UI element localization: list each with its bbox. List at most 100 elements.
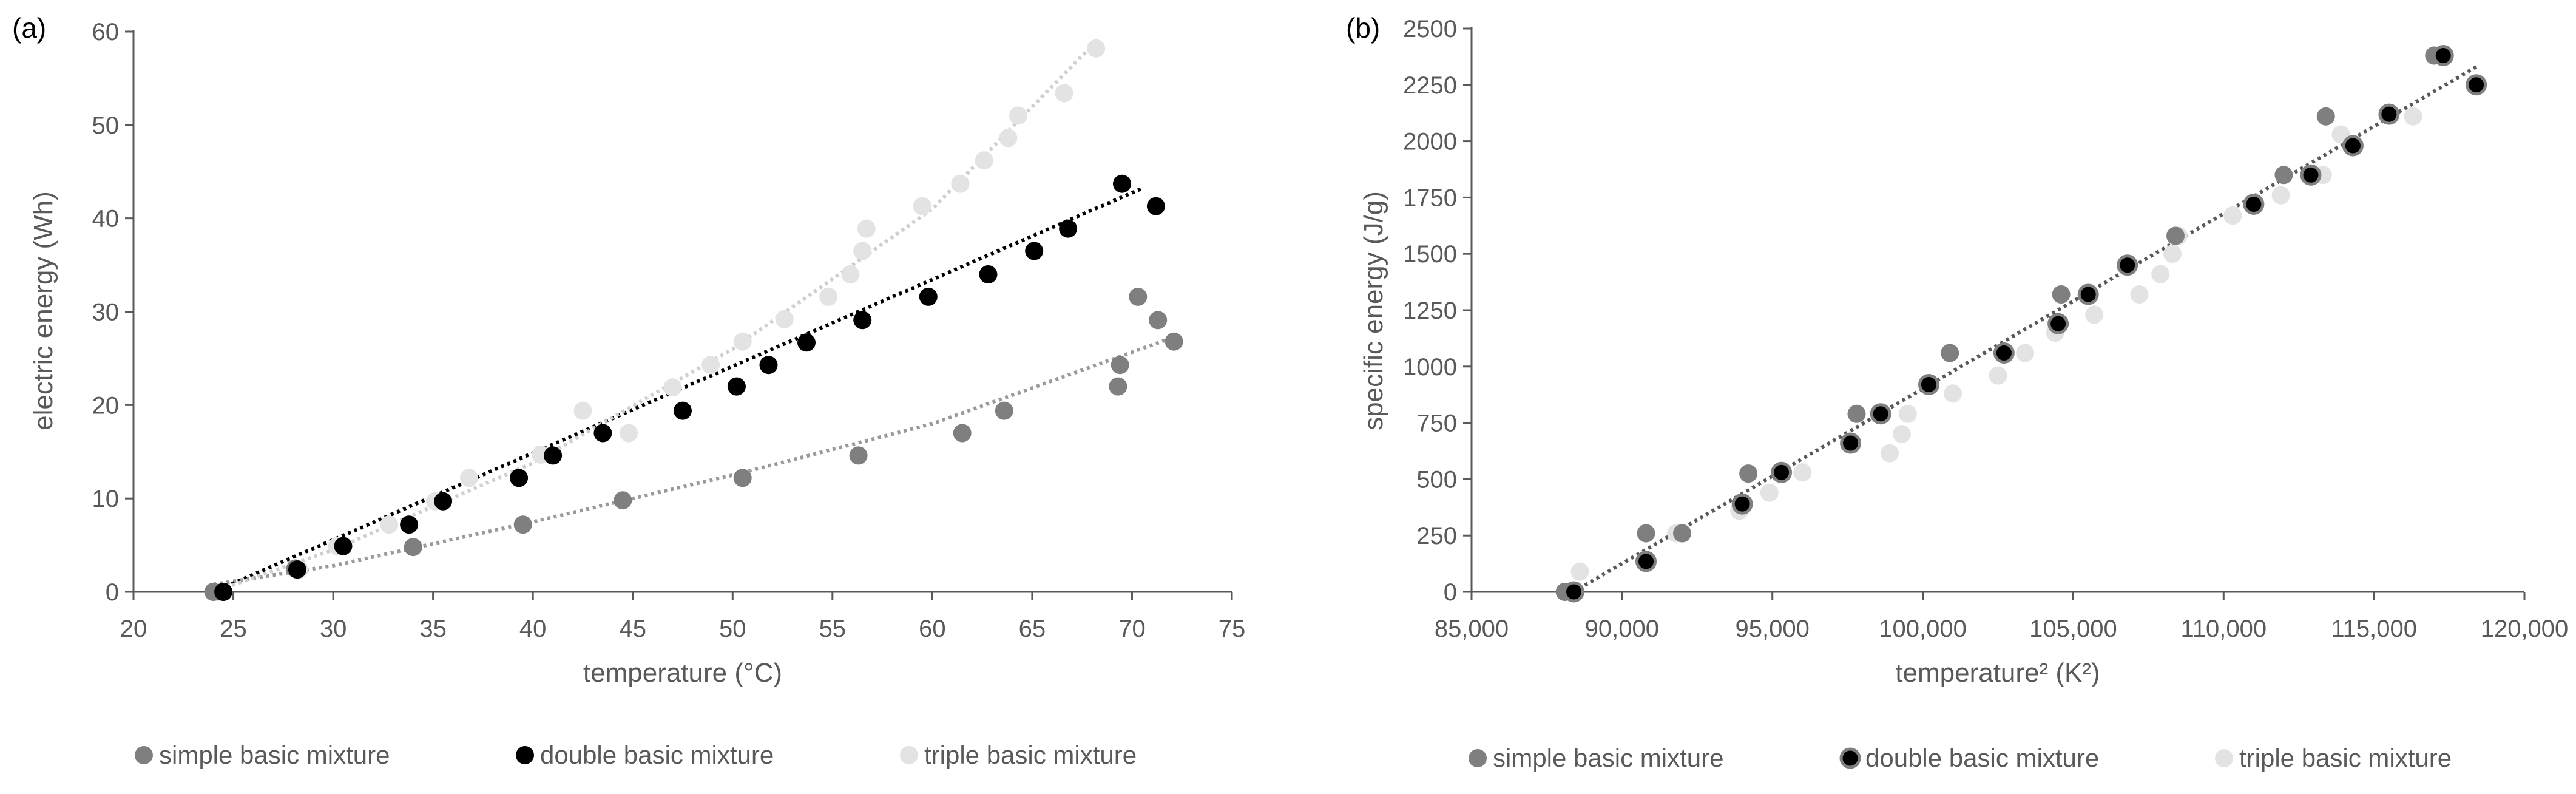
a-point-simple <box>1149 311 1168 330</box>
b-point-triple <box>2085 305 2104 324</box>
b-point-triple <box>2404 107 2422 126</box>
b-point-double <box>2342 135 2364 157</box>
a-x-tick-label: 30 <box>320 616 347 642</box>
b-point-triple <box>1570 562 1589 581</box>
b-point-double <box>2432 45 2454 66</box>
a-point-simple <box>849 446 868 465</box>
a-x-tick-label: 45 <box>619 616 646 642</box>
b-point-double <box>2077 283 2099 305</box>
b-point-triple <box>1881 444 1899 463</box>
b-point-triple <box>1892 425 1911 444</box>
a-point-double <box>544 446 563 465</box>
panel-a-y-axis-title: electric energy (Wh) <box>29 191 58 430</box>
a-point-double <box>214 583 233 601</box>
b-point-simple <box>2052 285 2071 304</box>
b-point-triple <box>1944 384 1962 403</box>
a-trendline-triple <box>212 44 1094 594</box>
b-point-triple <box>2151 265 2170 283</box>
b-x-tick-label: 105,000 <box>2029 616 2117 642</box>
b-point-double <box>1731 493 1753 515</box>
b-point-double <box>2243 194 2265 215</box>
a-point-simple <box>995 401 1013 420</box>
panel-a-x-ticks: 20 25 30 35 40 45 50 55 60 65 70 75 <box>120 592 1245 642</box>
b-point-double <box>2047 313 2069 334</box>
panel-b-label: (b) <box>1346 12 1380 44</box>
b-y-tick-label: 2500 <box>1403 16 1457 42</box>
b-y-tick-label: 250 <box>1416 523 1457 549</box>
b-point-triple <box>2016 344 2035 362</box>
a-x-tick-label: 50 <box>719 616 746 642</box>
b-x-tick-label: 95,000 <box>1736 616 1810 642</box>
a-trendline-simple <box>213 336 1173 586</box>
b-point-triple <box>1898 404 1917 423</box>
panel-b-y-axis-title: specific energy (J/g) <box>1359 191 1388 430</box>
a-point-simple <box>513 515 532 534</box>
panel-a-points <box>204 39 1183 601</box>
b-point-triple <box>1989 366 2007 385</box>
b-point-double <box>1993 342 2015 364</box>
a-point-double <box>288 560 306 579</box>
b-point-double <box>1771 461 1793 483</box>
a-point-triple <box>380 515 399 534</box>
a-y-tick-label: 60 <box>92 19 120 46</box>
b-y-tick-label: 1750 <box>1403 185 1457 211</box>
panel-a-x-axis-title: temperature (°C) <box>583 658 782 688</box>
a-point-triple <box>1009 106 1027 125</box>
a-point-double <box>979 265 998 283</box>
b-x-tick-label: 90,000 <box>1585 616 1659 642</box>
panel-a-y-ticks: 0 10 20 30 40 50 60 <box>92 19 134 606</box>
b-point-double <box>1870 403 1891 425</box>
a-y-tick-label: 40 <box>92 206 120 232</box>
panel-a-legend-marker-triple <box>900 746 918 764</box>
b-point-simple <box>1739 464 1758 483</box>
b-point-double <box>1918 374 1939 395</box>
b-point-simple <box>1673 524 1691 543</box>
b-point-triple <box>2223 206 2242 225</box>
a-point-simple <box>404 538 422 557</box>
b-y-tick-label: 1250 <box>1403 297 1457 324</box>
a-point-triple <box>975 151 993 170</box>
a-point-double <box>727 377 746 396</box>
a-x-tick-label: 40 <box>519 616 547 642</box>
a-point-triple <box>951 174 970 193</box>
a-point-double <box>1113 174 1131 193</box>
b-point-simple <box>1941 344 1959 362</box>
a-point-double <box>510 469 529 487</box>
panel-a: (a) 0 10 20 30 40 50 60 20 25 30 35 40 45 50 55 60 65 70… <box>12 12 1245 769</box>
b-x-tick-label: 100,000 <box>1879 616 1967 642</box>
b-point-double <box>1840 432 1862 454</box>
a-point-double <box>593 424 612 443</box>
a-point-double <box>919 287 938 306</box>
a-point-triple <box>775 310 794 328</box>
a-point-simple <box>1129 287 1148 306</box>
a-point-simple <box>733 469 752 487</box>
a-trendline-double <box>212 186 1143 594</box>
panel-a-legend-marker-simple <box>135 746 153 764</box>
panel-b-x-axis-title: temperature² (K²) <box>1895 658 2100 688</box>
b-y-tick-label: 0 <box>1444 579 1457 606</box>
panel-b-trendlines <box>1561 65 2478 600</box>
panel-b-x-ticks: 85,000 90,000 95,000 100,000 105,000 110,000 1… <box>1435 592 2568 642</box>
b-point-double <box>2378 103 2400 125</box>
b-point-simple <box>1637 524 1655 543</box>
b-x-tick-label: 115,000 <box>2331 616 2417 642</box>
panel-a-legend-label-simple: simple basic mixture <box>159 741 390 769</box>
a-point-simple <box>953 424 972 443</box>
a-point-double <box>797 333 816 352</box>
b-y-tick-label: 1500 <box>1403 241 1457 268</box>
a-point-double <box>1146 197 1165 215</box>
a-y-tick-label: 20 <box>92 392 120 419</box>
b-point-double <box>1563 581 1584 603</box>
a-y-tick-label: 50 <box>92 112 120 139</box>
panel-a-legend-label-triple: triple basic mixture <box>924 741 1137 769</box>
b-point-triple <box>1793 463 1812 482</box>
panel-b-legend: simple basic mixture double basic mixtur… <box>1469 744 2452 772</box>
a-point-triple <box>857 219 876 238</box>
b-point-simple <box>2316 107 2335 126</box>
a-point-triple <box>999 129 1018 148</box>
a-point-double <box>674 401 692 420</box>
panel-b-legend-marker-triple <box>2215 749 2233 767</box>
panel-b-legend-marker-simple <box>1469 749 1487 767</box>
b-point-simple <box>2166 226 2185 245</box>
b-y-tick-label: 750 <box>1416 410 1457 437</box>
